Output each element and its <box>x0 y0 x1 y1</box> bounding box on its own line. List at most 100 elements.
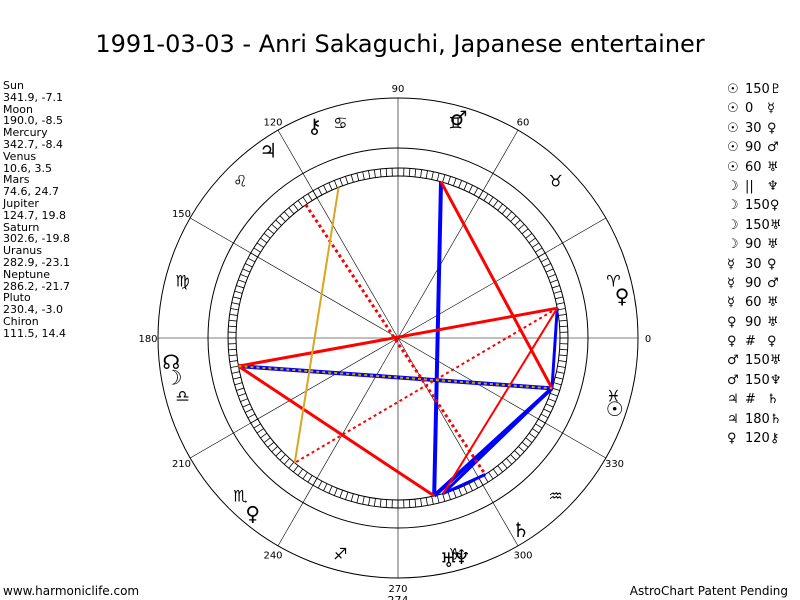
degree-tick <box>229 360 238 363</box>
sign-divider <box>190 217 234 244</box>
degree-tick <box>483 475 489 483</box>
aspect-type: 150 <box>745 353 770 369</box>
degree-tick <box>328 182 333 191</box>
degree-tick <box>497 203 503 211</box>
degree-tick <box>242 403 251 408</box>
aspect-planet-2: ♀ <box>767 256 777 272</box>
spoke-line <box>397 337 563 434</box>
degree-tick <box>362 171 365 180</box>
zodiac-sign-icon: ♍ <box>175 271 189 290</box>
aspect-type: || <box>745 178 754 194</box>
position-name: Pluto <box>3 291 31 305</box>
planet-glyph-icon: ♃ <box>259 139 277 163</box>
degree-tick <box>283 211 290 218</box>
aspect-line <box>293 187 340 463</box>
degree-tick <box>525 233 533 239</box>
position-coords: 124.7, 19.8 <box>3 208 66 222</box>
degree-tick <box>362 496 365 505</box>
aspect-line <box>442 387 554 495</box>
degree-tick <box>279 215 286 222</box>
degree-tick <box>260 237 268 244</box>
degree-tick <box>557 308 566 311</box>
degree-tick <box>436 495 440 504</box>
spoke-line <box>302 173 399 339</box>
position-coords: 342.7, -8.4 <box>3 137 63 151</box>
degree-tick <box>532 242 540 248</box>
degree-tick <box>279 454 286 461</box>
degree-tick <box>238 279 246 283</box>
aspect-type: 90 <box>745 237 762 253</box>
aspect-type: 120 <box>745 431 770 447</box>
aspect-line <box>439 181 554 390</box>
position-name: Mercury <box>3 126 48 140</box>
zodiac-sign-icon: ♐ <box>333 544 347 563</box>
aspect-planet-2: ♆ <box>769 372 782 388</box>
degree-label: 120 <box>263 117 282 128</box>
aspect-type: 90 <box>745 140 762 156</box>
aspect-planet-1: ☉ <box>727 159 739 175</box>
degree-tick <box>333 180 338 188</box>
aspect-row: ♀ # ♀ <box>727 332 784 351</box>
degree-tick <box>293 203 299 211</box>
degree-tick <box>468 483 473 491</box>
degree-tick <box>263 437 271 443</box>
position-name: Uranus <box>3 244 42 258</box>
aspect-type: 150 <box>745 82 770 97</box>
degree-tick <box>240 273 248 278</box>
degree-tick <box>559 325 568 328</box>
chart-title: 1991-03-03 - Anri Sakaguchi, Japanese en… <box>95 30 705 58</box>
aspect-type: 90 <box>745 314 762 330</box>
aspect-row: ☽ 150♅ <box>727 216 784 235</box>
degree-tick <box>431 496 434 505</box>
degree-tick <box>463 485 468 494</box>
degree-tick <box>297 200 304 208</box>
degree-tick <box>379 168 382 177</box>
aspect-planet-2: ☿ <box>767 101 775 117</box>
degree-tick <box>425 170 428 179</box>
degree-tick <box>297 468 304 476</box>
degree-tick <box>557 365 566 368</box>
degree-tick <box>514 450 521 457</box>
degree-tick <box>230 365 239 368</box>
aspect-planet-1: ☿ <box>727 295 735 311</box>
website-footer[interactable]: www.harmoniclife.com <box>3 584 140 598</box>
aspect-row: ☽ 150♀ <box>727 196 784 215</box>
degree-tick <box>231 302 240 305</box>
aspect-planet-2: ♅ <box>769 353 782 369</box>
aspect-planet-2: ♄ <box>769 411 782 427</box>
aspect-row: ☿ 90 ♂ <box>727 274 784 293</box>
degree-tick <box>356 172 360 181</box>
degree-tick <box>559 348 568 351</box>
planet-glyph-icon: ☉ <box>606 397 624 421</box>
degree-tick <box>260 432 268 439</box>
degree-tick <box>559 354 568 357</box>
degree-tick <box>229 313 238 316</box>
degree-tick <box>510 454 517 461</box>
degree-tick <box>345 176 349 185</box>
aspect-planet-1: ☽ <box>727 198 739 214</box>
aspect-planet-2: ♅ <box>767 159 779 175</box>
degree-label: 0 <box>645 334 651 345</box>
planet-glyph-icon: ♀ <box>245 502 260 526</box>
degree-tick <box>458 488 463 496</box>
degree-tick <box>488 472 494 480</box>
aspect-line <box>442 307 559 495</box>
degree-tick <box>373 498 376 507</box>
degree-tick <box>545 403 554 408</box>
planet-glyph-icon: ♀ <box>615 284 630 308</box>
degree-tick <box>553 382 562 386</box>
degree-tick <box>368 497 371 506</box>
degree-label: 90 <box>392 84 405 95</box>
degree-tick <box>532 428 540 434</box>
degree-label: 150 <box>172 209 191 220</box>
degree-tick <box>368 170 371 179</box>
degree-tick <box>345 491 349 500</box>
degree-tick <box>447 176 451 185</box>
degree-tick <box>447 491 451 500</box>
degree-tick <box>256 428 264 434</box>
aspect-planet-1: ♀ <box>727 431 737 447</box>
aspect-line <box>238 306 558 368</box>
degree-tick <box>236 387 245 391</box>
sign-divider <box>492 502 519 546</box>
